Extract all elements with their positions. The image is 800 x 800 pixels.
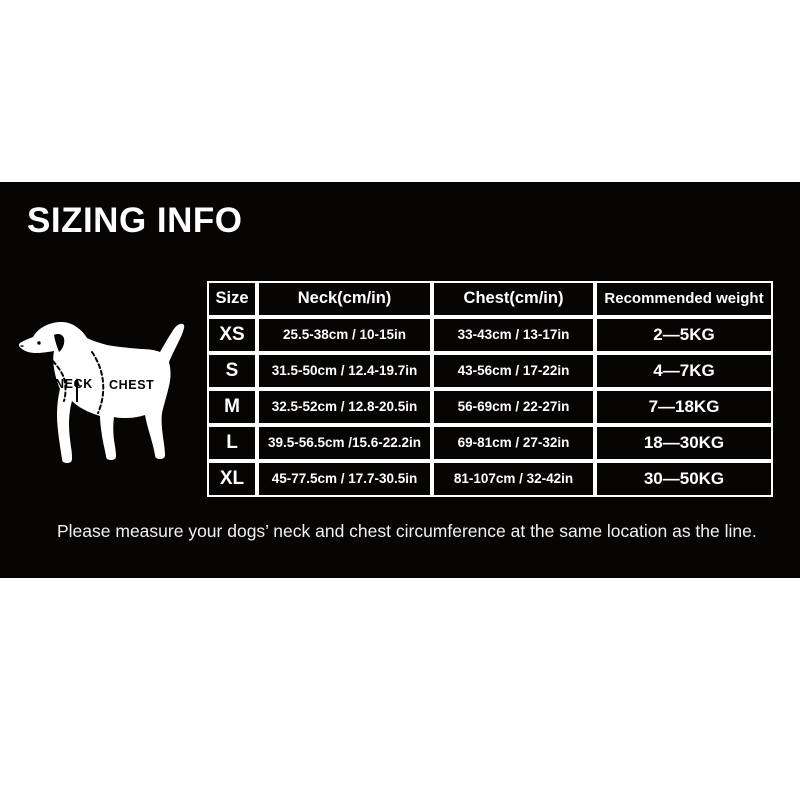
cell-chest: 56-69cm / 22-27in — [432, 389, 595, 425]
table-row: XS 25.5-38cm / 10-15in 33-43cm / 13-17in… — [207, 317, 773, 353]
cell-size: L — [207, 425, 257, 461]
table-row: L 39.5-56.5cm /15.6-22.2in 69-81cm / 27-… — [207, 425, 773, 461]
measure-arrow — [74, 378, 80, 386]
chest-measure-line — [91, 351, 105, 414]
neck-measure-line — [47, 355, 67, 402]
cell-size: XL — [207, 461, 257, 497]
cell-weight: 18—30KG — [595, 425, 773, 461]
table-row: XL 45-77.5cm / 17.7-30.5in 81-107cm / 32… — [207, 461, 773, 497]
page-title: SIZING INFO — [27, 201, 243, 240]
cell-size: M — [207, 389, 257, 425]
column-header-size: Size — [207, 281, 257, 317]
cell-neck: 45-77.5cm / 17.7-30.5in — [257, 461, 432, 497]
cell-chest: 69-81cm / 27-32in — [432, 425, 595, 461]
column-header-weight: Recommended weight — [595, 281, 773, 317]
cell-chest: 81-107cm / 32-42in — [432, 461, 595, 497]
cell-size: S — [207, 353, 257, 389]
chest-label: CHEST — [109, 378, 154, 392]
cell-weight: 2—5KG — [595, 317, 773, 353]
neck-label: NECK — [55, 377, 93, 391]
cell-weight: 7—18KG — [595, 389, 773, 425]
dog-measurement-diagram: NECK CHEST — [14, 316, 192, 472]
cell-neck: 31.5-50cm / 12.4-19.7in — [257, 353, 432, 389]
cell-weight: 30—50KG — [595, 461, 773, 497]
column-header-neck: Neck(cm/in) — [257, 281, 432, 317]
cell-chest: 43-56cm / 17-22in — [432, 353, 595, 389]
cell-neck: 32.5-52cm / 12.8-20.5in — [257, 389, 432, 425]
column-header-chest: Chest(cm/in) — [432, 281, 595, 317]
cell-weight: 4—7KG — [595, 353, 773, 389]
dog-silhouette-icon — [18, 322, 185, 463]
cell-neck: 39.5-56.5cm /15.6-22.2in — [257, 425, 432, 461]
cell-chest: 33-43cm / 13-17in — [432, 317, 595, 353]
table-header-row: Size Neck(cm/in) Chest(cm/in) Recommende… — [207, 281, 773, 317]
table-row: M 32.5-52cm / 12.8-20.5in 56-69cm / 22-2… — [207, 389, 773, 425]
measurement-instruction-caption: Please measure your dogs’ neck and chest… — [57, 521, 757, 541]
cell-size: XS — [207, 317, 257, 353]
sizing-table: Size Neck(cm/in) Chest(cm/in) Recommende… — [207, 281, 773, 497]
table-row: S 31.5-50cm / 12.4-19.7in 43-56cm / 17-2… — [207, 353, 773, 389]
cell-neck: 25.5-38cm / 10-15in — [257, 317, 432, 353]
